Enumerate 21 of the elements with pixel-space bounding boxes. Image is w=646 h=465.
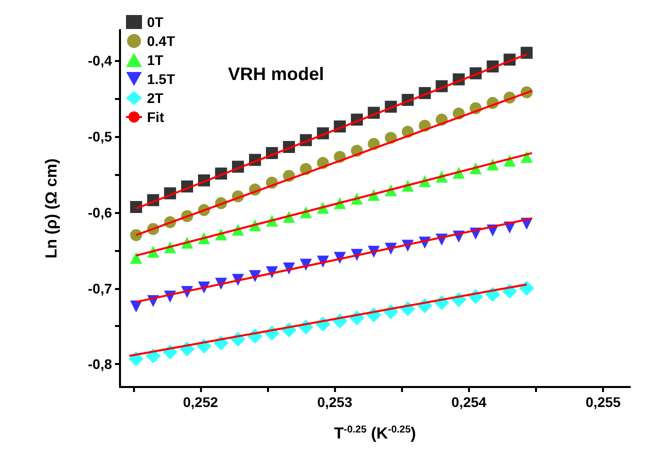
point [520, 46, 533, 59]
legend-label: 1T [147, 52, 164, 68]
point [130, 252, 142, 264]
y-tick-label: -0,8 [88, 356, 112, 372]
y-tick-label: -0,5 [88, 128, 112, 144]
x-tick-label: 0,255 [586, 394, 621, 410]
legend-label: 0.4T [147, 33, 176, 49]
legend-label: 2T [147, 90, 164, 106]
legend-label: 0T [147, 14, 164, 30]
y-tick-label: -0,4 [88, 52, 112, 68]
legend-label: Fit [147, 109, 164, 125]
y-tick-label: -0,6 [88, 204, 112, 220]
y-tick-label: -0,7 [88, 280, 112, 296]
annotation: VRH model [228, 64, 324, 84]
point [130, 200, 142, 213]
point [519, 280, 534, 296]
x-tick-label: 0,254 [451, 394, 487, 410]
x-tick-label: 0,252 [183, 394, 218, 410]
y-axis-title: Ln (ρ) (Ω cm) [44, 158, 60, 259]
x-tick-label: 0,253 [317, 394, 352, 410]
legend-label: 1.5T [147, 71, 176, 87]
